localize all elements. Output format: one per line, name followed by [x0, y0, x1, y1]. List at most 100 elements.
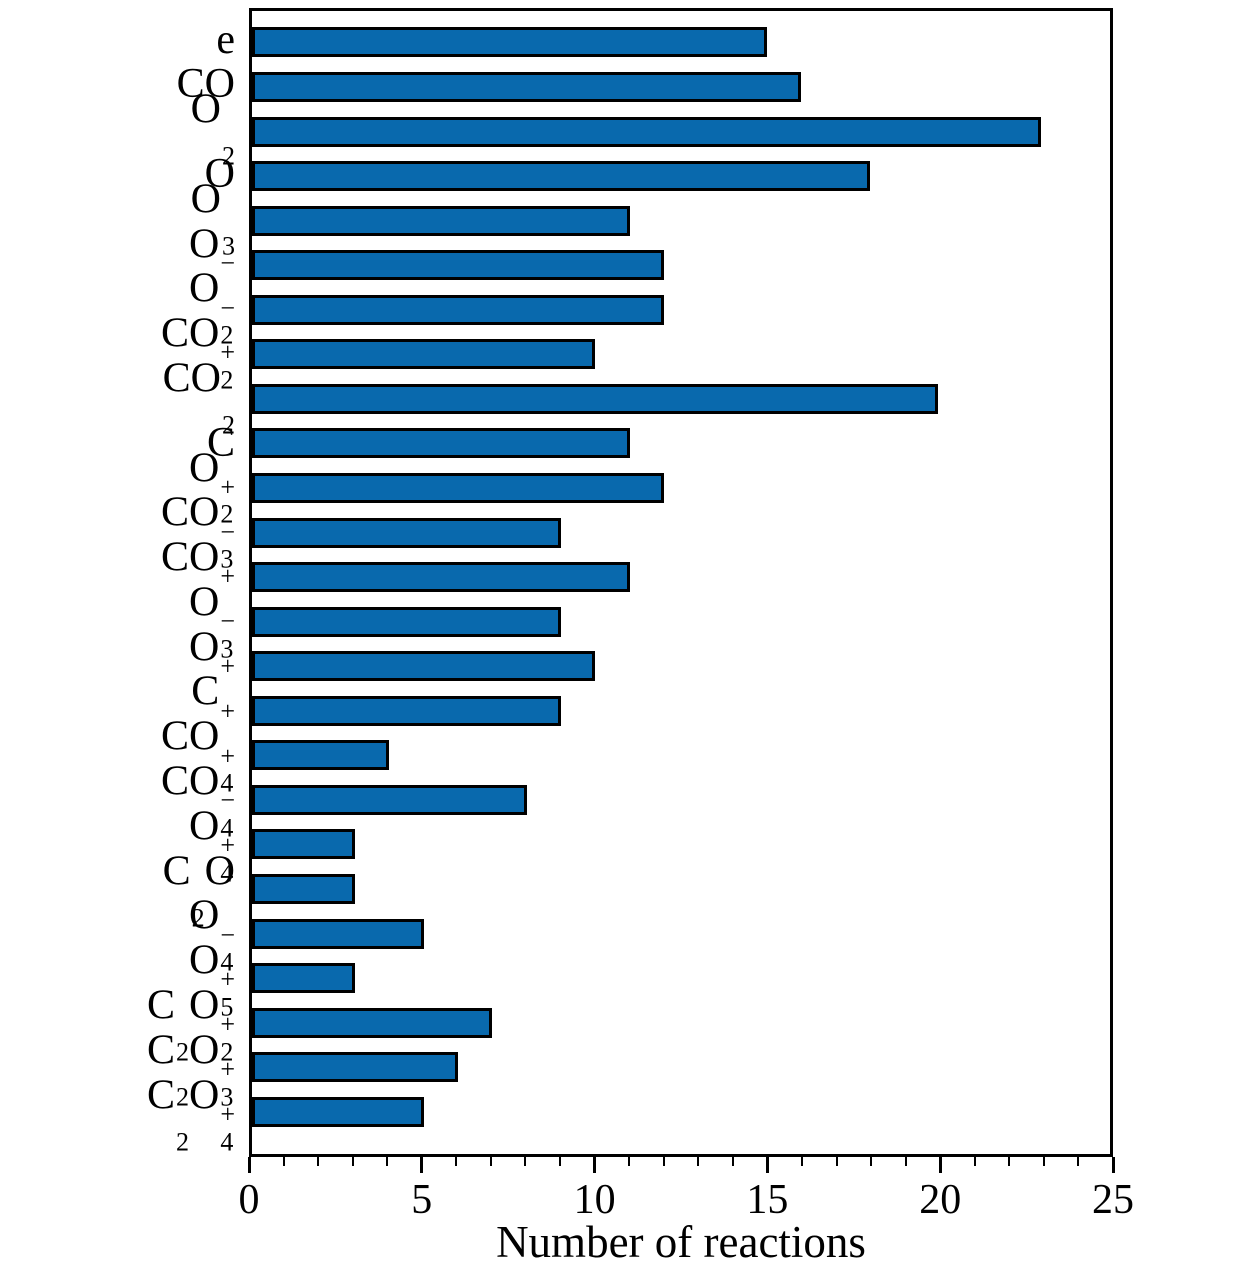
species-subsup: +4: [220, 1099, 235, 1157]
bar-O_2^-: [252, 294, 664, 325]
bar-O_5^+: [252, 963, 355, 994]
species-subsup: +2: [220, 472, 235, 529]
species-symbol: CO: [160, 310, 220, 357]
y-axis-label: C 2 O +2: [147, 985, 235, 1066]
species-subsup: −2: [220, 293, 235, 350]
x-minor-tick: [351, 1157, 354, 1166]
species-subsup: −: [220, 248, 235, 278]
x-minor-tick: [1042, 1157, 1045, 1166]
y-axis-label: O +5: [189, 940, 235, 1021]
species-symbol: O: [188, 1072, 220, 1119]
x-minor-tick: [904, 1157, 907, 1166]
x-tick-label: 5: [411, 1177, 433, 1223]
x-major-tick: [420, 1157, 424, 1173]
species-subsup: 2: [221, 141, 235, 171]
x-tick-label: 15: [746, 1177, 789, 1223]
species-subsup: 2: [221, 410, 235, 440]
y-axis-label: O +2: [189, 447, 235, 528]
species-symbol: C: [191, 668, 220, 715]
bar-C_2O: [252, 874, 355, 905]
x-major-tick: [1111, 1157, 1115, 1173]
y-axis-label: C +: [191, 671, 235, 752]
bar-C: [252, 428, 630, 459]
x-minor-tick: [524, 1157, 527, 1166]
species-subsup: +: [220, 696, 235, 726]
x-minor-tick: [835, 1157, 838, 1166]
species-symbol: CO: [176, 61, 235, 108]
y-axis-label: O 2: [191, 89, 235, 170]
y-axis-label: CO +: [161, 537, 235, 618]
species-symbol: O: [188, 1027, 220, 1074]
y-axis-label: CO 2: [163, 357, 235, 438]
species-symbol: CO: [160, 489, 220, 536]
y-axis-label: CO −3: [161, 492, 235, 573]
species-subsup: +2: [220, 1009, 235, 1067]
x-tick-label: 25: [1092, 1177, 1134, 1223]
x-minor-tick: [628, 1157, 631, 1166]
species-symbol: O: [190, 176, 221, 223]
bar-O_4^+: [252, 829, 355, 860]
species-symbol: CO: [162, 355, 221, 402]
x-minor-tick: [489, 1157, 492, 1166]
species-subsup: +4: [220, 830, 235, 888]
plot-area: [249, 8, 1113, 1157]
y-axis-label: O 3: [191, 178, 235, 259]
species-symbol: C: [206, 419, 235, 466]
x-major-tick: [938, 1157, 942, 1173]
y-axis-label: O: [205, 153, 235, 195]
species-subsup: 2: [175, 1037, 189, 1067]
bar-O_3^-: [252, 606, 561, 637]
bar-CO_2^+: [252, 339, 596, 370]
y-axis-label: CO: [177, 63, 235, 105]
x-tick-label: 0: [238, 1177, 260, 1223]
species-symbol: O: [204, 848, 235, 895]
bar-O: [252, 161, 870, 192]
x-major-tick: [593, 1157, 597, 1173]
x-axis: 0 5 10 15 20 25: [239, 1157, 1134, 1267]
species-subsup: +: [220, 651, 235, 681]
species-subsup: 2: [175, 1127, 189, 1157]
species-symbol: O: [188, 982, 220, 1029]
species-subsup: −3: [220, 606, 235, 664]
bar-CO^+: [252, 562, 630, 593]
species-symbol: CO: [160, 758, 220, 805]
bar-CO_3^-: [252, 517, 561, 548]
x-minor-tick: [697, 1157, 700, 1166]
species-symbol: e: [216, 16, 235, 63]
x-minor-tick: [1008, 1157, 1011, 1166]
bar-O^+: [252, 651, 596, 682]
y-axis-label: O −4: [189, 895, 235, 976]
species-subsup: −4: [220, 785, 235, 843]
species-symbol: O: [188, 221, 220, 268]
y-axis-label: O +4: [189, 805, 235, 886]
x-minor-tick: [559, 1157, 562, 1166]
x-minor-tick: [317, 1157, 320, 1166]
bar-CO_2: [252, 383, 939, 414]
x-minor-tick: [282, 1157, 285, 1166]
bar-e: [252, 27, 767, 58]
species-subsup: 3: [221, 231, 235, 261]
bar-O_3: [252, 205, 630, 236]
species-subsup: +3: [220, 1054, 235, 1112]
species-symbol: C: [146, 1027, 175, 1074]
x-minor-tick: [870, 1157, 873, 1166]
species-symbol: O: [188, 803, 220, 850]
x-axis-title: Number of reactions: [496, 1217, 866, 1267]
bar-O_2: [252, 116, 1042, 147]
y-axis-label: O −2: [189, 268, 235, 349]
y-axis-label: CO +2: [161, 313, 235, 394]
x-minor-tick: [800, 1157, 803, 1166]
x-tick-label: 10: [573, 1177, 616, 1223]
species-symbol: O: [188, 937, 220, 984]
bar-C_2O_4^+: [252, 1096, 424, 1127]
y-axis-label: C: [207, 422, 235, 464]
x-minor-tick: [1077, 1157, 1080, 1166]
species-symbol: O: [188, 444, 220, 491]
x-minor-tick: [973, 1157, 976, 1166]
bar-CO_4^+: [252, 740, 390, 771]
species-subsup: −3: [220, 517, 235, 574]
y-axis-label: e: [216, 19, 235, 61]
bar-C_2O_2^+: [252, 1007, 493, 1038]
